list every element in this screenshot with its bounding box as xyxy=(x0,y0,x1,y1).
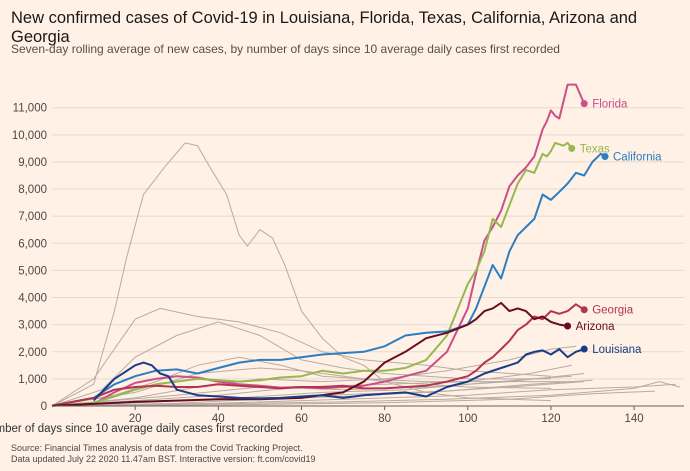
x-tick-label: 80 xyxy=(378,413,391,425)
source-line-1: Source: Financial Times analysis of data… xyxy=(11,443,303,453)
y-tick-label: 6,000 xyxy=(18,238,47,250)
y-tick-label: 0 xyxy=(41,401,47,413)
background-state-line xyxy=(51,390,655,407)
series-line-texas xyxy=(51,141,573,407)
background-state-line xyxy=(51,381,585,407)
background-state-line xyxy=(51,373,585,407)
y-tick-label: 7,000 xyxy=(18,211,47,223)
series-line-louisiana xyxy=(92,348,585,402)
background-series-layer xyxy=(51,142,680,407)
y-tick-label: 3,000 xyxy=(18,320,47,332)
series-endpoint-georgia xyxy=(580,306,588,314)
y-tick-label: 8,000 xyxy=(18,184,47,196)
series-endpoint-california xyxy=(601,153,609,161)
x-tick-label: 40 xyxy=(212,413,225,425)
background-state-line xyxy=(51,142,551,407)
x-tick-label: 20 xyxy=(129,413,142,425)
series-line-california xyxy=(51,152,606,407)
background-state-line xyxy=(51,345,576,407)
source-note: Source: Financial Times analysis of data… xyxy=(11,443,316,465)
x-axis-label: Number of days since 10 average daily ca… xyxy=(0,423,283,435)
axis-layer: 0 1,000 2,000 3,000 4,000 5,000 6,000 7,000 8,00… xyxy=(12,103,684,425)
source-line-2: Data updated July 22 2020 11.47am BST. I… xyxy=(11,454,316,464)
background-state-line xyxy=(51,381,680,407)
series-label-texas: Texas xyxy=(580,143,610,155)
y-tick-label: 2,000 xyxy=(18,347,47,359)
series-endpoint-arizona xyxy=(564,322,572,330)
series-line-florida xyxy=(51,83,586,407)
x-tick-label: 60 xyxy=(295,413,308,425)
y-tick-label: 11,000 xyxy=(13,103,47,115)
y-tick-label: 5,000 xyxy=(18,265,47,277)
series-label-arizona: Arizona xyxy=(576,321,616,333)
x-tick-label: 120 xyxy=(541,413,560,425)
chart-title: New confirmed cases of Covid-19 in Louis… xyxy=(11,9,638,46)
series-label-california: California xyxy=(613,152,662,164)
highlighted-series-layer xyxy=(51,83,606,407)
series-label-louisiana: Louisiana xyxy=(592,344,642,356)
x-tick-label: 100 xyxy=(458,413,477,425)
y-tick-label: 9,000 xyxy=(18,157,47,169)
x-tick-label: 140 xyxy=(625,413,644,425)
series-label-georgia: Georgia xyxy=(592,305,634,317)
series-endpoint-florida xyxy=(580,100,588,108)
y-tick-label: 4,000 xyxy=(18,293,47,305)
series-endpoint-louisiana xyxy=(580,345,588,353)
series-endpoint-texas xyxy=(568,144,576,152)
background-state-line xyxy=(51,307,551,407)
chart-subtitle: Seven-day rolling average of new cases, … xyxy=(11,42,560,56)
y-tick-label: 10,000 xyxy=(12,130,47,142)
y-tick-label: 1,000 xyxy=(18,374,47,386)
series-label-florida: Florida xyxy=(592,99,628,111)
